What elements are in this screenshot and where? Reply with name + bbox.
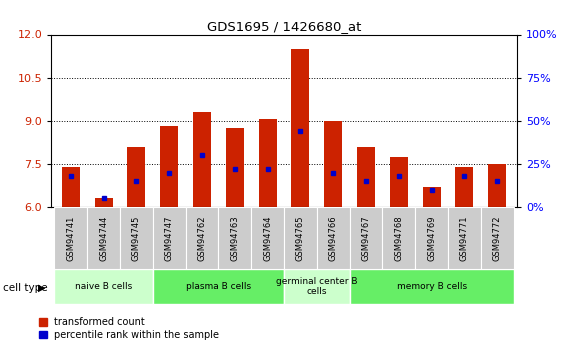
Text: GSM94766: GSM94766 xyxy=(329,215,338,261)
Bar xyxy=(390,157,408,207)
Bar xyxy=(87,207,120,269)
Bar xyxy=(349,207,382,269)
Text: naive B cells: naive B cells xyxy=(75,282,132,291)
Bar xyxy=(62,167,80,207)
Text: GSM94741: GSM94741 xyxy=(66,215,76,261)
Bar xyxy=(291,49,310,207)
Bar xyxy=(127,147,145,207)
Text: plasma B cells: plasma B cells xyxy=(186,282,251,291)
Text: GSM94769: GSM94769 xyxy=(427,215,436,261)
Title: GDS1695 / 1426680_at: GDS1695 / 1426680_at xyxy=(207,20,361,33)
Bar xyxy=(226,128,244,207)
Text: GSM94767: GSM94767 xyxy=(361,215,370,261)
Bar xyxy=(160,127,178,207)
Bar xyxy=(317,207,349,269)
Text: ▶: ▶ xyxy=(37,283,45,293)
Legend: transformed count, percentile rank within the sample: transformed count, percentile rank withi… xyxy=(39,317,219,340)
Text: GSM94745: GSM94745 xyxy=(132,215,141,261)
Bar xyxy=(284,207,317,269)
Bar xyxy=(251,207,284,269)
Bar xyxy=(415,207,448,269)
Text: germinal center B
cells: germinal center B cells xyxy=(276,277,357,296)
Bar xyxy=(193,112,211,207)
Bar xyxy=(120,207,153,269)
Bar xyxy=(153,207,186,269)
Text: GSM94768: GSM94768 xyxy=(394,215,403,261)
Bar xyxy=(324,121,342,207)
Bar xyxy=(481,207,513,269)
Bar xyxy=(55,207,87,269)
Bar xyxy=(219,207,251,269)
Bar xyxy=(357,147,375,207)
Bar xyxy=(284,269,349,304)
Bar xyxy=(55,269,153,304)
Text: GSM94747: GSM94747 xyxy=(165,215,174,261)
Bar xyxy=(448,207,481,269)
Bar xyxy=(488,164,506,207)
Bar xyxy=(95,198,112,207)
Bar xyxy=(186,207,219,269)
Bar xyxy=(258,119,277,207)
Text: GSM94764: GSM94764 xyxy=(263,215,272,261)
Text: cell type: cell type xyxy=(3,283,48,293)
Bar xyxy=(349,269,513,304)
Text: GSM94763: GSM94763 xyxy=(230,215,239,261)
Text: GSM94765: GSM94765 xyxy=(296,215,305,261)
Bar xyxy=(423,187,441,207)
Text: GSM94772: GSM94772 xyxy=(492,215,502,261)
Bar xyxy=(382,207,415,269)
Bar xyxy=(456,167,473,207)
Text: GSM94744: GSM94744 xyxy=(99,215,108,261)
Bar xyxy=(153,269,284,304)
Text: memory B cells: memory B cells xyxy=(396,282,467,291)
Text: GSM94771: GSM94771 xyxy=(460,215,469,261)
Text: GSM94762: GSM94762 xyxy=(198,215,207,261)
